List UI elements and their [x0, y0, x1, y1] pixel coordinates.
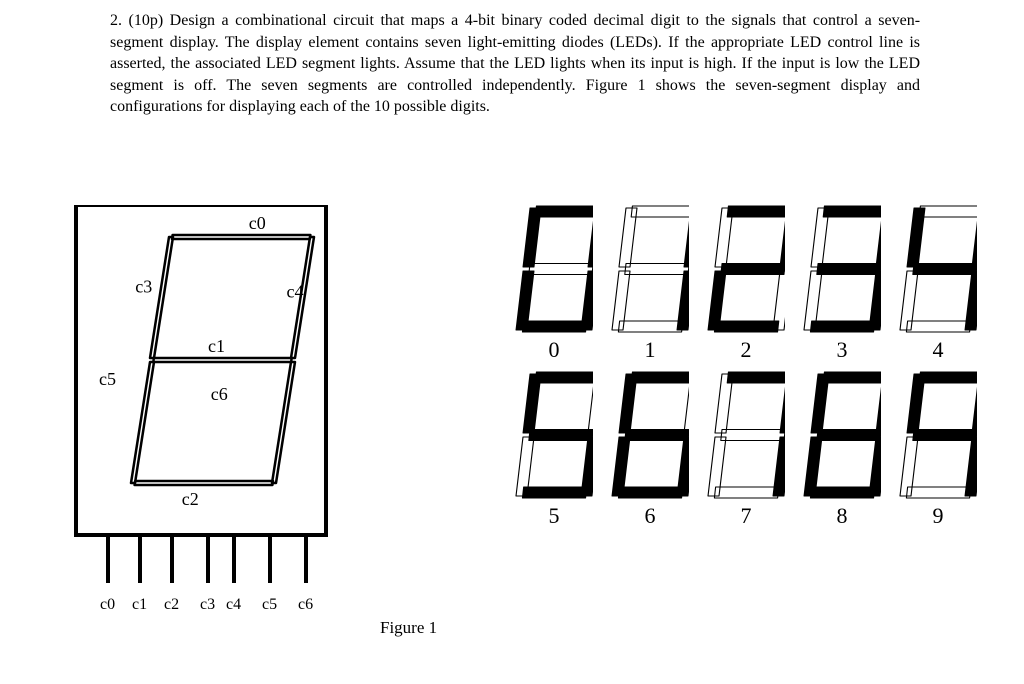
seven-segment-diagram: c0 c1 c2 c3 c4 c5 c6 c0 c1 c2 c3 c4 c5 c6 — [58, 205, 348, 650]
digit-2: 2 — [707, 205, 785, 363]
digit-9: 9 — [899, 371, 977, 529]
digit-8: 8 — [803, 371, 881, 529]
figure-caption: Figure 1 — [380, 618, 437, 638]
digit-5: 5 — [515, 371, 593, 529]
digit-label: 6 — [645, 503, 656, 529]
digit-label: 0 — [549, 337, 560, 363]
digit-row-0: 0 1 2 3 4 — [515, 205, 977, 363]
digit-label: 7 — [741, 503, 752, 529]
digit-configurations: 0 1 2 3 4 5 6 7 8 9 — [515, 205, 977, 537]
problem-body: Design a combinational circuit that maps… — [110, 12, 920, 115]
problem-points: (10p) — [129, 12, 164, 29]
digit-label: 3 — [837, 337, 848, 363]
digit-label: 9 — [933, 503, 944, 529]
digit-label: 2 — [741, 337, 752, 363]
pin-label-c4: c4 — [226, 596, 241, 613]
segment-label-c3: c3 — [135, 277, 152, 297]
digit-1: 1 — [611, 205, 689, 363]
digit-label: 8 — [837, 503, 848, 529]
digit-row-1: 5 6 7 8 9 — [515, 371, 977, 529]
digit-6: 6 — [611, 371, 689, 529]
problem-statement: 2. (10p) Design a combinational circuit … — [110, 10, 920, 118]
segment-label-c1: c1 — [208, 336, 225, 356]
pin-label-c1: c1 — [132, 596, 147, 613]
seven-segment-svg: c0 c1 c2 c3 c4 c5 c6 c0 c1 c2 c3 c4 c5 c6 — [58, 205, 348, 645]
pin-label-c2: c2 — [164, 596, 179, 613]
digit-label: 4 — [933, 337, 944, 363]
segment-label-c4: c4 — [287, 282, 304, 302]
pin-label-c3: c3 — [200, 596, 215, 613]
digit-3: 3 — [803, 205, 881, 363]
pin-label-c6: c6 — [298, 596, 313, 613]
pin-label-c0: c0 — [100, 596, 115, 613]
segment-label-c6: c6 — [211, 384, 228, 404]
digit-0: 0 — [515, 205, 593, 363]
pin-label-c5: c5 — [262, 596, 277, 613]
problem-number: 2. — [110, 12, 122, 29]
segment-label-c2: c2 — [182, 489, 199, 509]
segment-label-c5: c5 — [99, 369, 116, 389]
figure-1: c0c1c2c3c4c5c6c0c1c2c3c4c5c6 0123456789 … — [0, 190, 1024, 670]
digit-label: 5 — [549, 503, 560, 529]
digit-label: 1 — [645, 337, 656, 363]
digit-7: 7 — [707, 371, 785, 529]
segment-label-c0: c0 — [249, 213, 266, 233]
digit-4: 4 — [899, 205, 977, 363]
